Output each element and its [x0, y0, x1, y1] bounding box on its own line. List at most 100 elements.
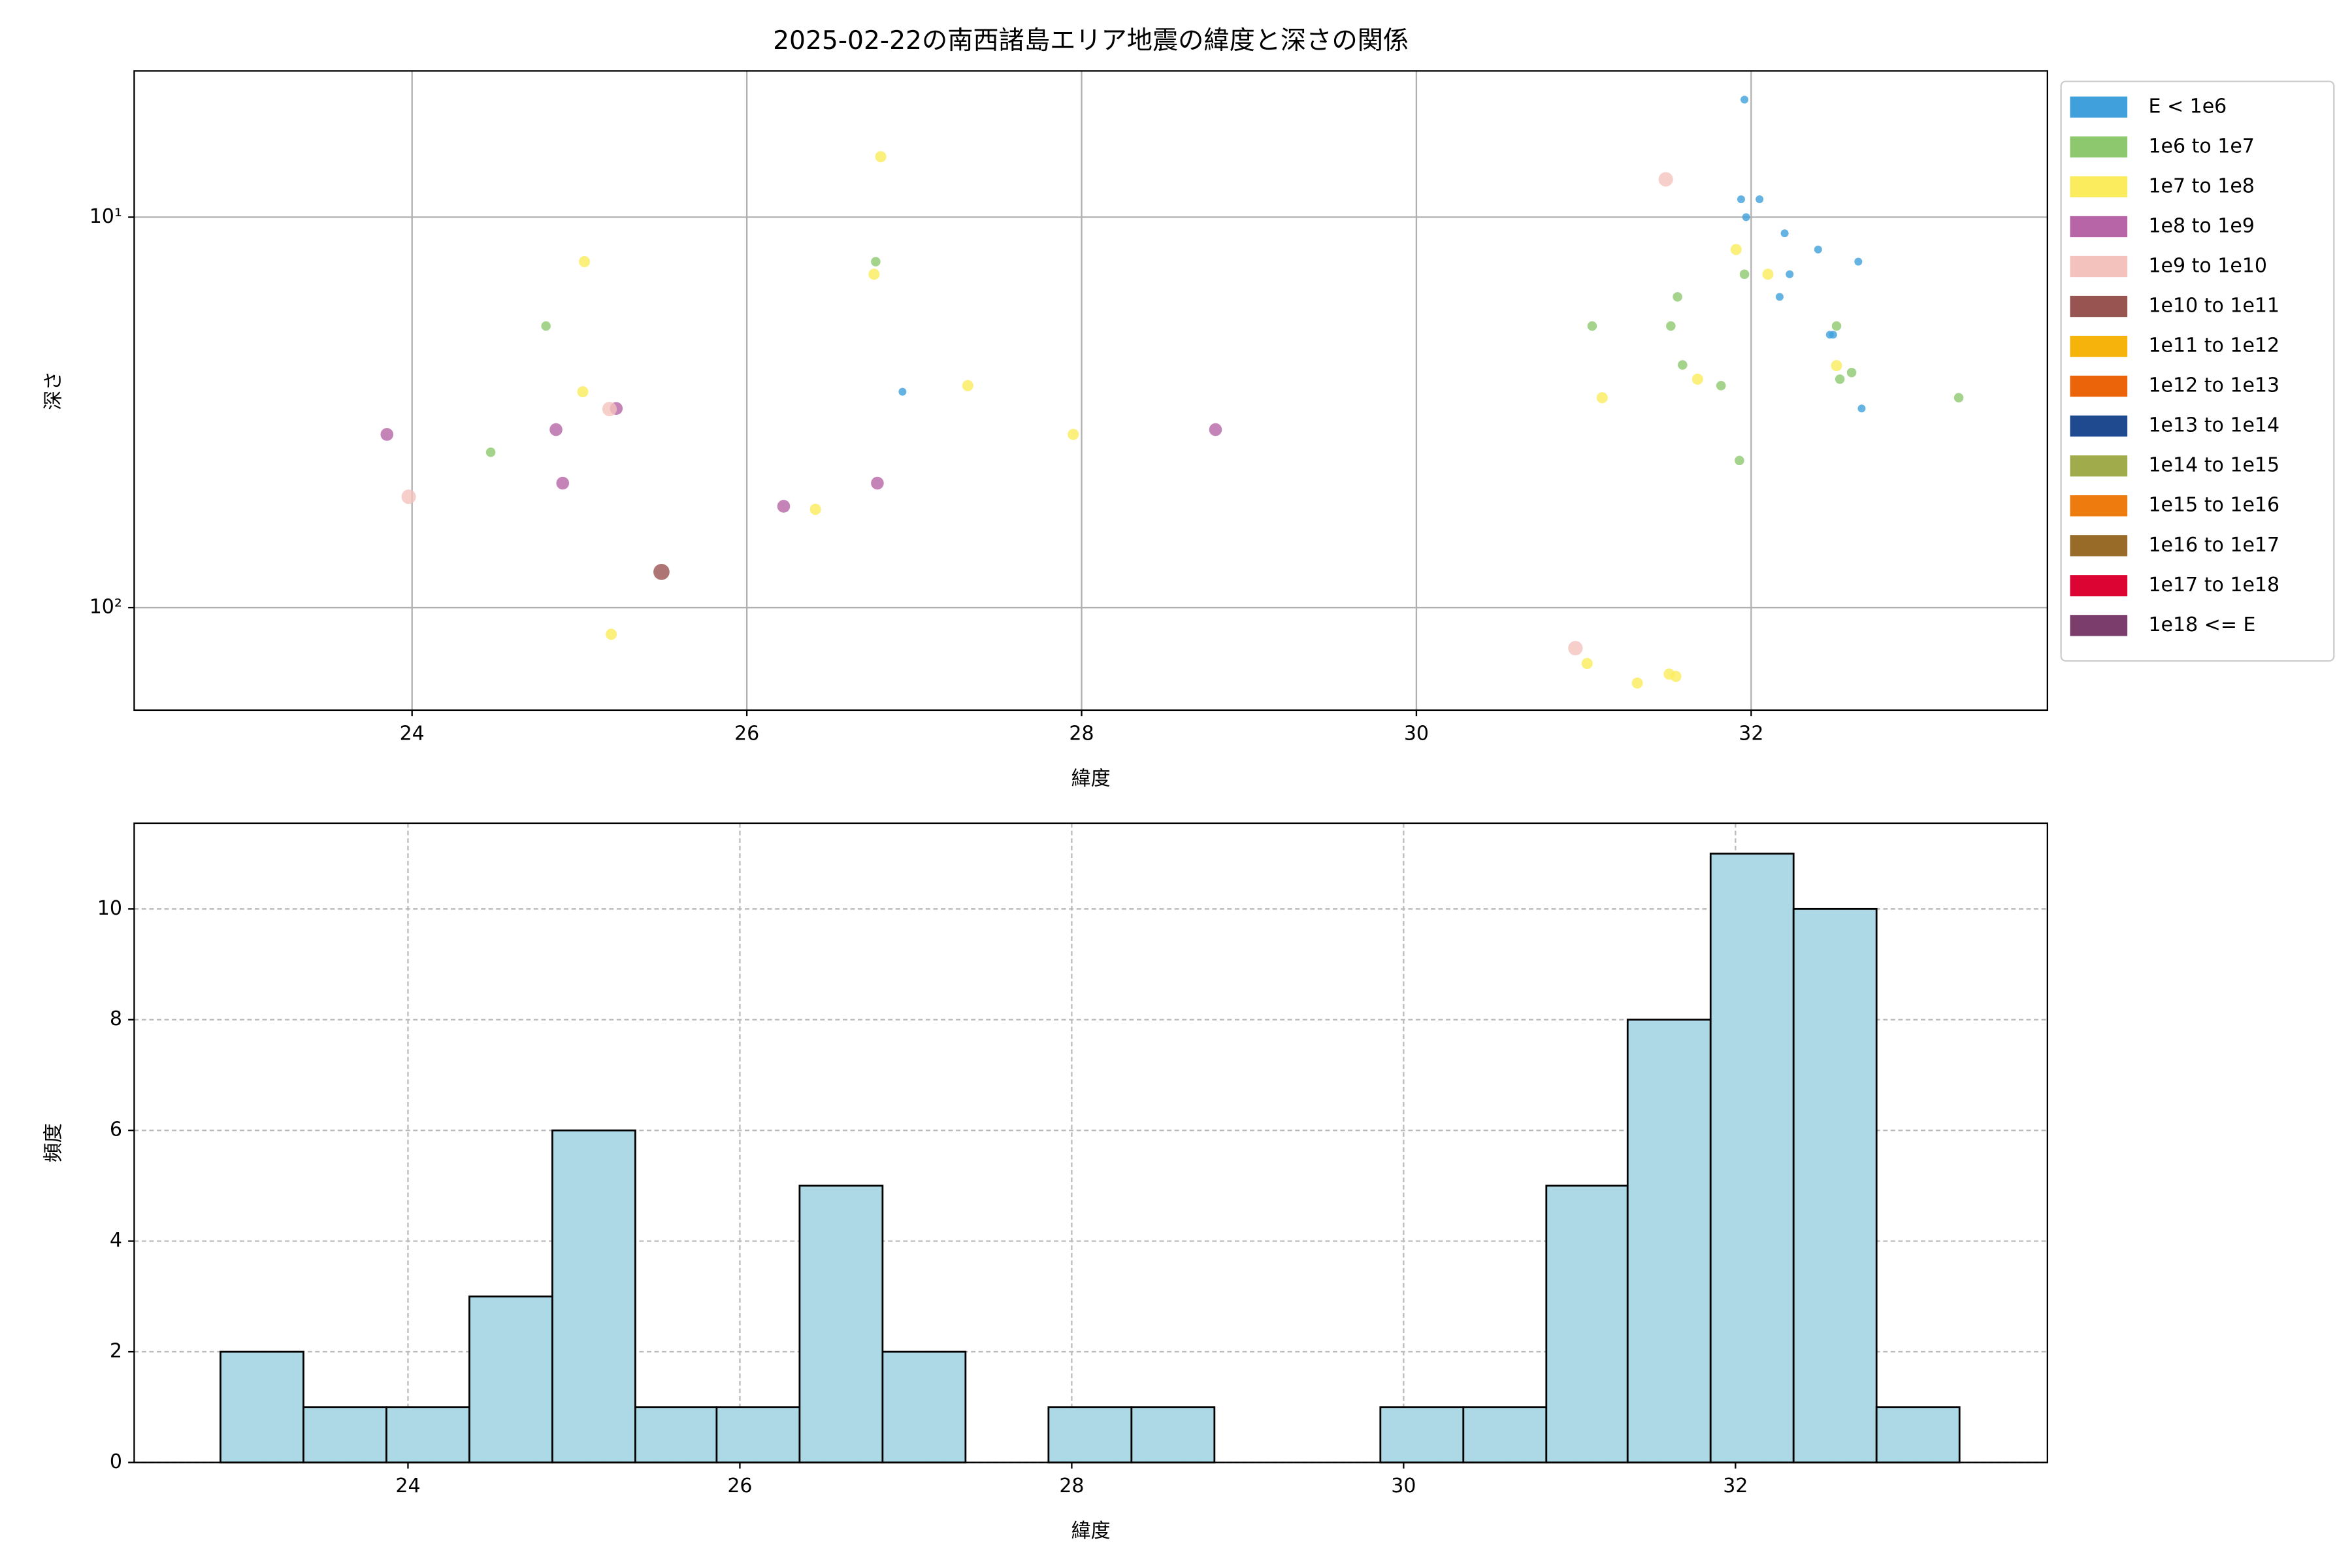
point — [653, 564, 670, 580]
bar — [881, 1350, 967, 1463]
point — [1730, 244, 1742, 255]
bar — [1047, 1406, 1133, 1463]
axes-frame — [133, 822, 2048, 1463]
x-tick-label: 24 — [395, 1475, 420, 1497]
point — [1209, 423, 1222, 436]
point — [401, 489, 416, 504]
point — [579, 255, 591, 268]
axes-frame — [133, 70, 2048, 711]
x-tick-label: 28 — [1059, 1475, 1084, 1497]
chart-title: 2025-02-22の南西諸島エリア地震の緯度と深さの関係 — [773, 26, 1409, 56]
point — [1737, 195, 1745, 204]
x-tick-label: 30 — [1404, 722, 1429, 745]
legend-swatch — [2070, 615, 2128, 636]
bar — [302, 1406, 387, 1463]
bar — [468, 1295, 553, 1463]
legend-swatch — [2070, 96, 2128, 118]
legend-swatch — [2070, 176, 2128, 198]
point — [1631, 677, 1643, 689]
bar — [715, 1406, 801, 1463]
point — [541, 321, 551, 331]
point — [871, 476, 884, 490]
point — [1735, 455, 1744, 466]
y-tick-label: 10 — [97, 897, 122, 920]
point — [777, 500, 791, 513]
point — [1670, 670, 1682, 682]
point — [809, 504, 821, 515]
legend-label: 1e10 to 1e11 — [2148, 295, 2279, 318]
bar — [551, 1129, 636, 1463]
point — [1756, 195, 1764, 204]
point — [1829, 331, 1837, 339]
point — [1678, 360, 1688, 370]
bar — [1379, 1406, 1465, 1463]
bar — [1545, 1184, 1629, 1463]
point — [1742, 213, 1750, 221]
x-tick-label: 24 — [400, 722, 425, 745]
point — [1775, 293, 1784, 301]
point — [871, 257, 881, 267]
point — [898, 387, 907, 396]
y-axis-label: 頻度 — [42, 1123, 65, 1162]
bar — [385, 1406, 470, 1463]
point — [1780, 229, 1789, 238]
bar — [1875, 1406, 1961, 1463]
point — [1673, 292, 1682, 302]
point — [1739, 269, 1750, 280]
point — [1831, 360, 1842, 372]
legend-label: E < 1e6 — [2148, 95, 2227, 118]
bar — [1130, 1406, 1216, 1463]
point — [602, 401, 617, 417]
point — [1854, 257, 1863, 266]
x-tick-label: 32 — [1739, 722, 1763, 745]
point — [1831, 321, 1842, 331]
legend-label: 1e6 to 1e7 — [2148, 135, 2254, 157]
bar — [798, 1184, 884, 1463]
x-tick-label: 26 — [734, 722, 759, 745]
legend-label: 1e8 to 1e9 — [2148, 214, 2254, 237]
legend-label: 1e9 to 1e10 — [2148, 255, 2267, 278]
y-tick-label: 6 — [110, 1119, 122, 1141]
legend-swatch — [2070, 335, 2128, 357]
point — [606, 629, 617, 640]
legend-label: 1e13 to 1e14 — [2148, 414, 2279, 437]
legend-label: 1e14 to 1e15 — [2148, 454, 2279, 477]
point — [1740, 95, 1749, 104]
point — [380, 428, 394, 441]
point — [1857, 404, 1866, 413]
point — [1762, 269, 1774, 280]
legend-label: 1e7 to 1e8 — [2148, 174, 2254, 197]
x-tick-label: 26 — [727, 1475, 752, 1497]
legend-swatch — [2070, 455, 2128, 477]
bar — [634, 1406, 718, 1463]
legend-swatch — [2070, 535, 2128, 557]
y-tick-label: 8 — [110, 1007, 122, 1030]
legend-swatch — [2070, 136, 2128, 158]
bar — [1709, 853, 1795, 1463]
y-tick-label: 2 — [110, 1340, 122, 1363]
point — [577, 386, 589, 398]
point — [962, 380, 973, 391]
legend-label: 1e17 to 1e18 — [2148, 574, 2279, 596]
legend-label: 1e11 to 1e12 — [2148, 335, 2279, 357]
bar — [1462, 1406, 1548, 1463]
x-tick-label: 30 — [1391, 1475, 1416, 1497]
x-axis-label: 緯度 — [1071, 1520, 1111, 1543]
bar — [1792, 907, 1878, 1463]
legend-swatch — [2070, 295, 2128, 318]
y-tick-label: 10¹ — [90, 205, 122, 228]
legend-swatch — [2070, 495, 2128, 517]
point — [1716, 380, 1726, 391]
legend-swatch — [2070, 575, 2128, 596]
y-tick-label: 0 — [110, 1450, 122, 1473]
legend-label: 1e16 to 1e17 — [2148, 534, 2279, 557]
point — [868, 269, 880, 280]
point — [1953, 393, 1964, 403]
point — [1846, 367, 1857, 378]
y-tick-label: 4 — [110, 1229, 122, 1252]
point — [1068, 429, 1079, 440]
point — [1658, 172, 1673, 187]
bar — [220, 1350, 304, 1463]
